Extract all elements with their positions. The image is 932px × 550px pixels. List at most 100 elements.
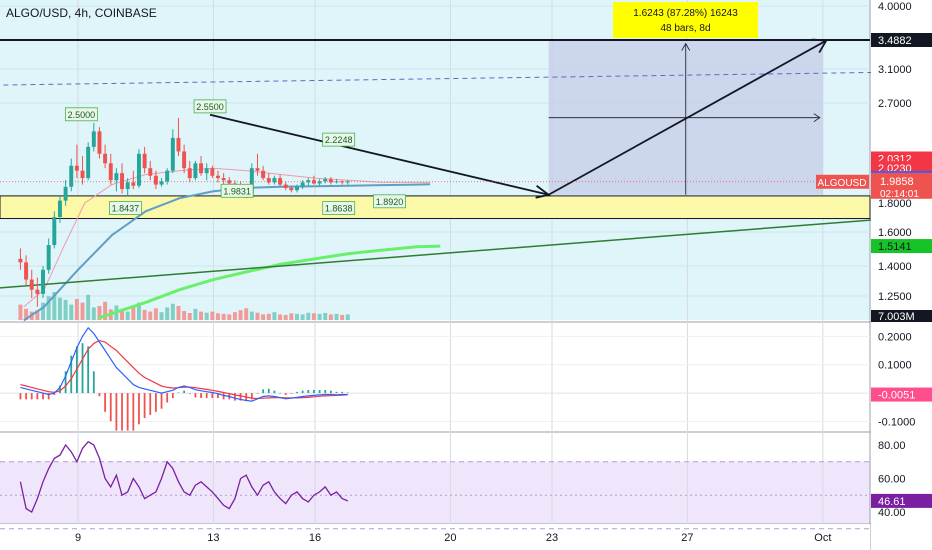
- candle[interactable]: [74, 144, 79, 179]
- time-axis: 9 13 16 20 23 27 Oct: [75, 532, 831, 544]
- volume-bar: [131, 306, 136, 320]
- candle[interactable]: [125, 178, 130, 196]
- candle[interactable]: [69, 158, 74, 192]
- candle[interactable]: [261, 165, 266, 181]
- volume-bar: [289, 313, 294, 320]
- candle[interactable]: [300, 180, 305, 190]
- candle[interactable]: [148, 160, 153, 181]
- candle[interactable]: [131, 170, 136, 190]
- candle[interactable]: [142, 146, 147, 174]
- candle[interactable]: [311, 175, 316, 185]
- candle[interactable]: [35, 277, 40, 307]
- candle[interactable]: [80, 156, 85, 185]
- candle-body: [165, 170, 170, 182]
- candle-body: [125, 182, 130, 190]
- time-axis-bg: [0, 524, 870, 550]
- candle[interactable]: [24, 255, 29, 286]
- candle-body: [193, 163, 198, 179]
- price-tick-label: 3.1000: [878, 64, 912, 76]
- price-tag-bg: [871, 33, 932, 47]
- candle[interactable]: [97, 127, 102, 159]
- candle[interactable]: [323, 177, 328, 184]
- candle[interactable]: [63, 180, 68, 206]
- candle[interactable]: [317, 179, 322, 186]
- candle-body: [35, 289, 40, 294]
- drawings-front[interactable]: 1.6243 (87.28%) 16243 48 bars, 8d ALGOUSD: [0, 2, 870, 199]
- candle[interactable]: [18, 248, 23, 270]
- candle-body: [46, 245, 51, 270]
- volume-bar: [187, 313, 192, 320]
- candle[interactable]: [221, 173, 226, 185]
- arrow-icon: [535, 185, 551, 199]
- candle[interactable]: [345, 180, 350, 185]
- candle[interactable]: [295, 184, 299, 193]
- candle[interactable]: [176, 117, 181, 157]
- candle[interactable]: [46, 238, 51, 274]
- macd-histogram-bar: [341, 391, 344, 394]
- macd-histogram-bar: [211, 393, 214, 399]
- candle[interactable]: [216, 170, 220, 183]
- candle-body: [306, 180, 311, 183]
- candle[interactable]: [204, 163, 209, 181]
- candle[interactable]: [159, 178, 164, 187]
- candle[interactable]: [41, 266, 45, 299]
- candle[interactable]: [289, 185, 294, 193]
- rsi-tick-label: 40.00: [878, 507, 906, 519]
- time-tick-label: 16: [309, 532, 321, 544]
- macd-histogram-bar: [47, 393, 50, 400]
- candle[interactable]: [57, 195, 62, 223]
- macd-histogram-bar: [138, 393, 140, 425]
- candle[interactable]: [86, 142, 91, 181]
- candle[interactable]: [91, 122, 96, 152]
- macd-histogram-bar: [329, 390, 332, 394]
- candle-body: [345, 181, 350, 183]
- green-trendline: [0, 217, 891, 289]
- candle[interactable]: [210, 165, 215, 179]
- candle[interactable]: [165, 168, 170, 185]
- candle[interactable]: [108, 153, 113, 185]
- rsi-tick-label: 60.00: [878, 474, 906, 486]
- macd-histogram-bar: [42, 393, 44, 400]
- candle[interactable]: [153, 170, 158, 190]
- candle[interactable]: [29, 269, 34, 299]
- candle[interactable]: [182, 144, 187, 174]
- macd-histogram-bar: [53, 393, 56, 395]
- candle-body: [221, 178, 226, 181]
- candle[interactable]: [328, 177, 333, 185]
- price-tick-label: 1.8000: [878, 198, 912, 210]
- candle[interactable]: [278, 174, 283, 187]
- volume-bars: [18, 292, 350, 320]
- candle[interactable]: [272, 175, 277, 185]
- volume-bar: [272, 312, 277, 320]
- rsi-pane: [19, 440, 349, 513]
- fast-moving-average: [23, 167, 431, 308]
- time-tick-label: 9: [75, 532, 81, 544]
- candle[interactable]: [306, 178, 311, 186]
- candle[interactable]: [283, 181, 288, 191]
- candle-body: [86, 146, 91, 179]
- candle[interactable]: [103, 144, 108, 169]
- projection-arrow[interactable]: [548, 39, 827, 196]
- candle[interactable]: [199, 156, 204, 176]
- candle-body: [289, 187, 294, 191]
- volume-bar: [86, 294, 91, 320]
- candle[interactable]: [114, 168, 119, 192]
- macd-histogram-bar: [81, 343, 84, 394]
- candle[interactable]: [193, 160, 198, 181]
- candle[interactable]: [266, 173, 271, 185]
- volume-bar: [334, 313, 339, 320]
- macd-histogram-bar: [239, 393, 242, 401]
- volume-bar: [136, 302, 141, 320]
- volume-bar: [120, 308, 125, 320]
- candle[interactable]: [52, 211, 57, 249]
- price-tag-bg: [871, 239, 932, 254]
- candle[interactable]: [255, 153, 260, 176]
- candle-body: [57, 200, 62, 218]
- symbol-tag-text: ALGOUSD: [818, 178, 867, 189]
- macd-histogram-bar: [166, 393, 169, 403]
- candle[interactable]: [170, 129, 175, 174]
- candle[interactable]: [187, 160, 192, 183]
- macd-histogram-bar: [200, 393, 202, 399]
- candle[interactable]: [120, 163, 125, 194]
